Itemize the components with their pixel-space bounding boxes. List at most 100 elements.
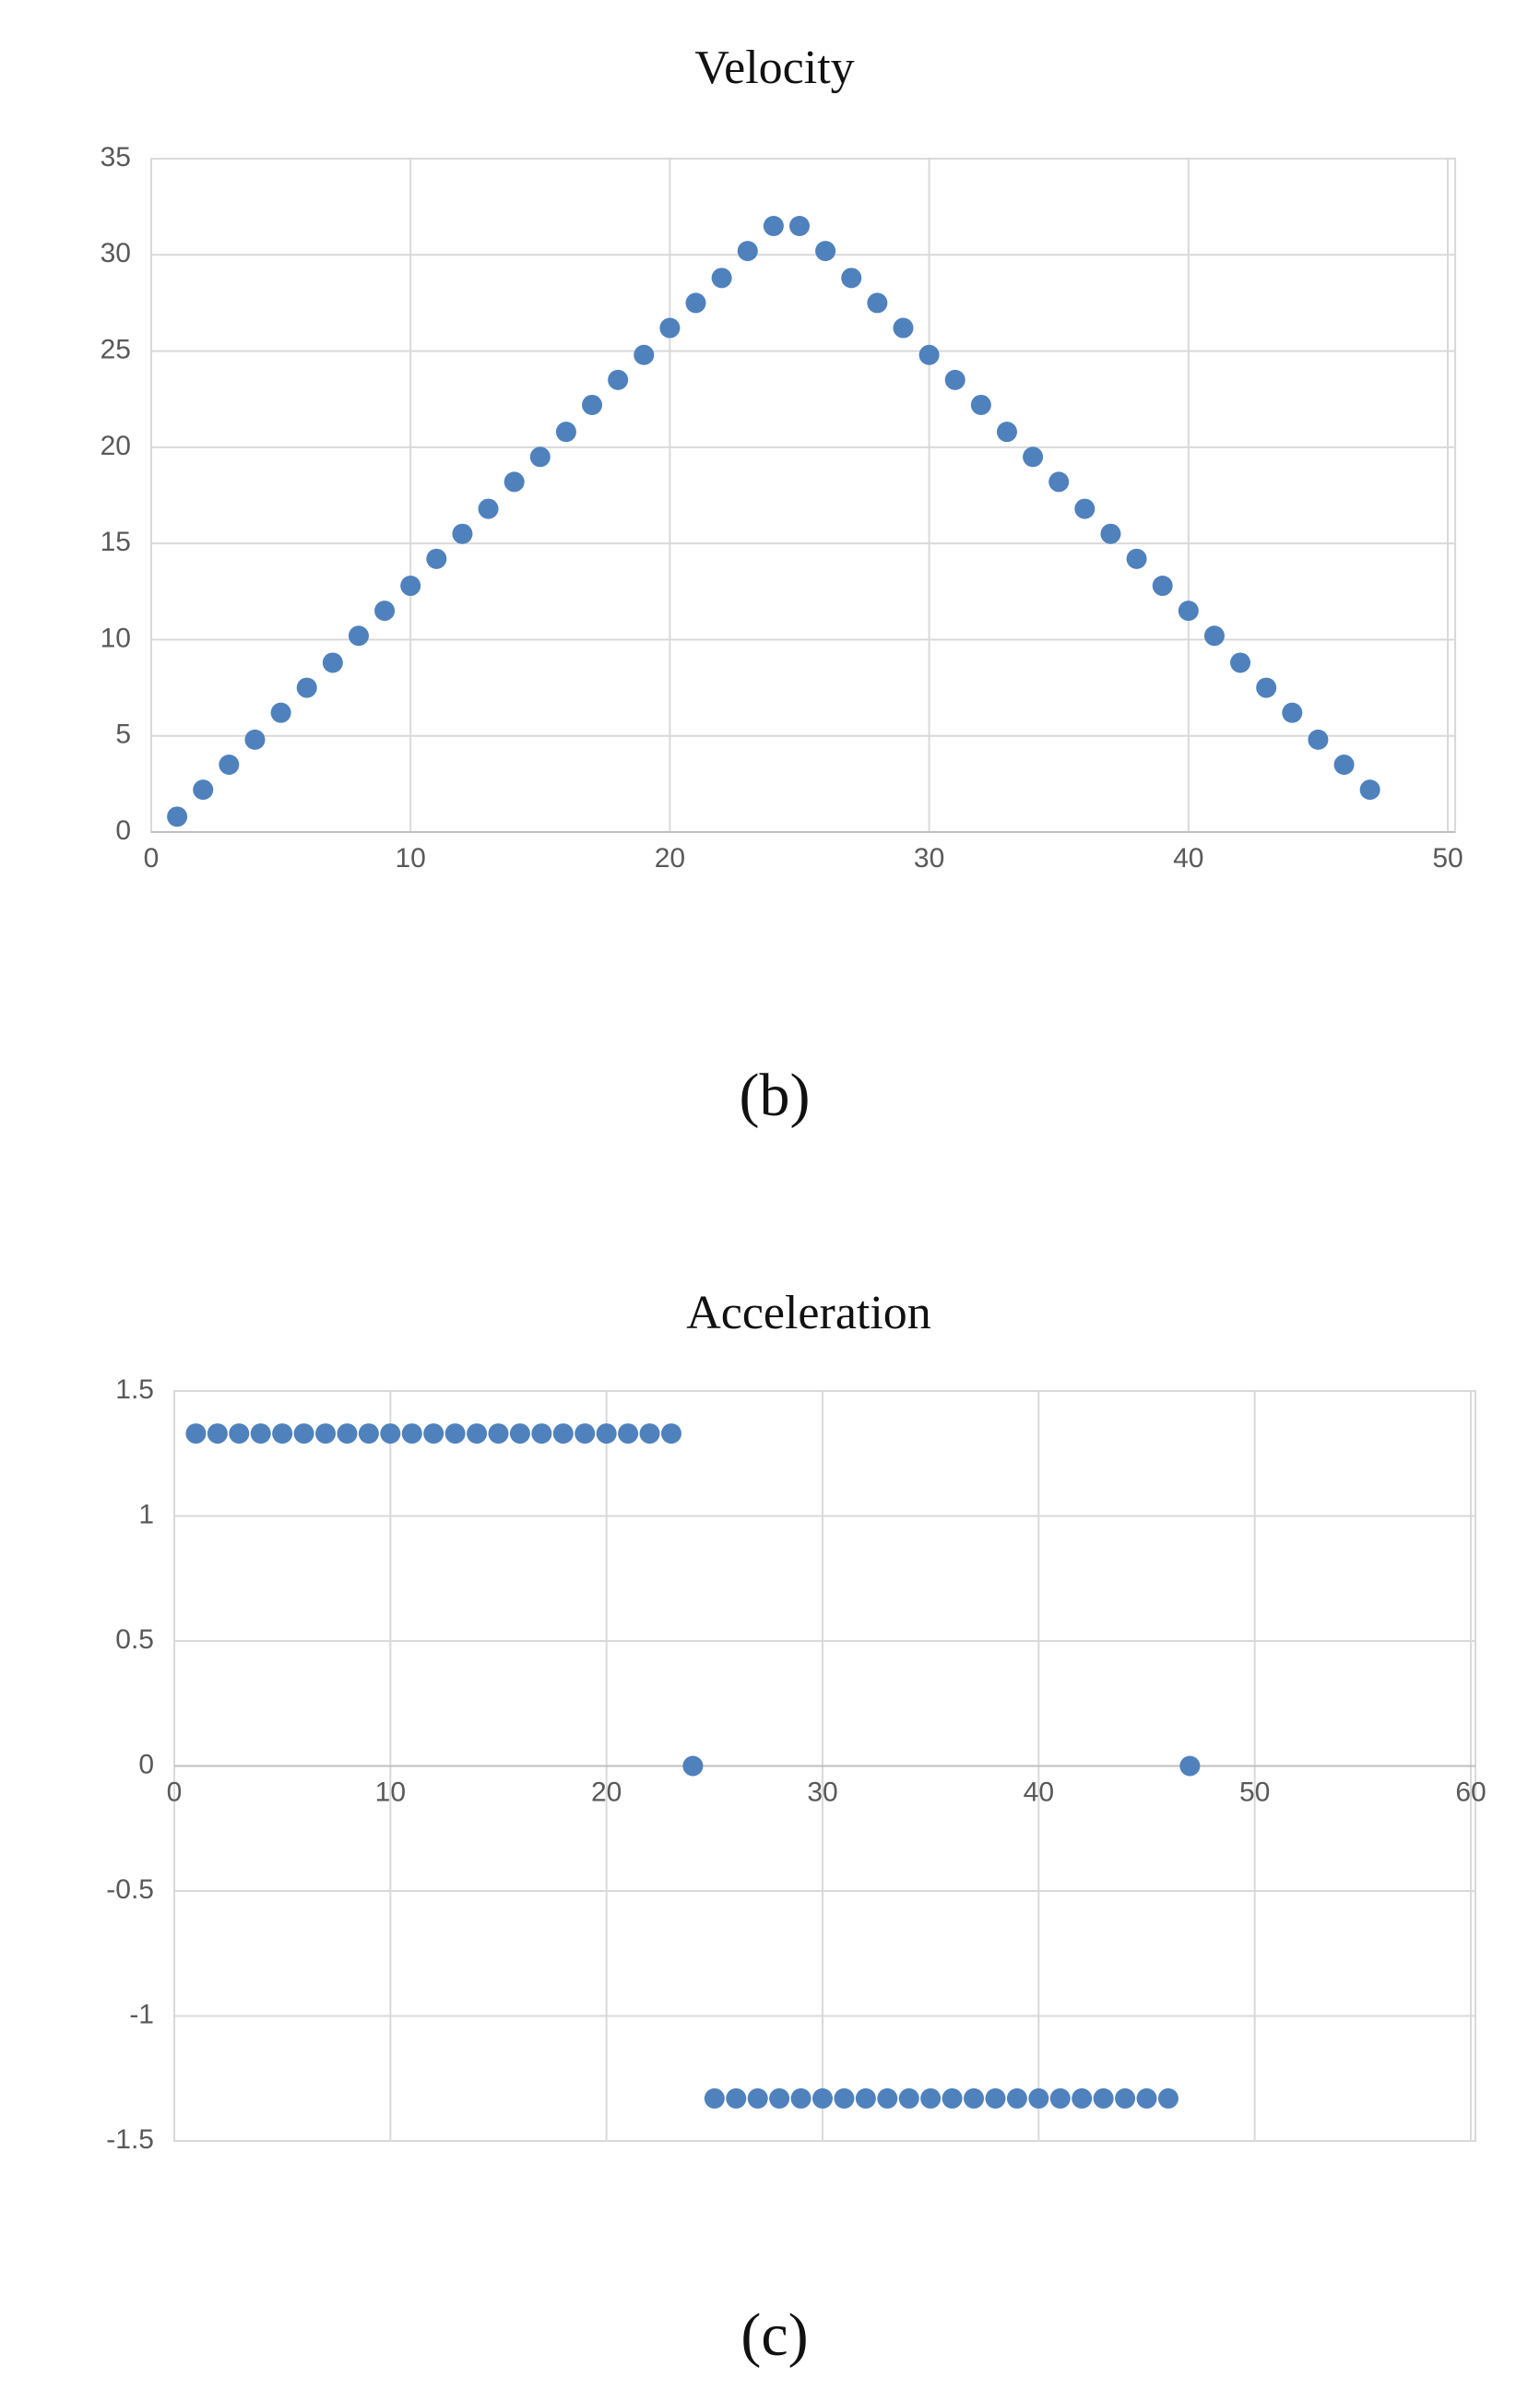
y-tick-label: 10 [101,623,131,653]
point [296,677,317,698]
point [1028,2087,1049,2109]
point [1115,2087,1136,2109]
point [193,779,214,801]
point [634,344,655,365]
y-tick-label: 20 [101,431,131,461]
point [763,216,784,236]
point [790,2087,811,2109]
x-tick-label: 50 [1432,843,1463,874]
x-tick-label: 20 [591,1777,622,1807]
point [920,2087,942,2109]
point [509,1423,530,1445]
x-tick-label: 10 [396,843,426,874]
point [1136,2087,1157,2109]
point [250,1423,271,1445]
point [747,2087,768,2109]
point [374,600,396,622]
point [1072,2087,1093,2109]
point [815,241,836,262]
point [575,1423,596,1445]
y-tick-label: 35 [101,142,131,172]
point [1203,625,1225,647]
point [1074,498,1096,519]
point [229,1423,250,1445]
y-tick-label: -0.5 [106,1874,154,1905]
point [970,394,991,415]
point [711,268,732,289]
point [423,1423,444,1445]
point [789,216,810,236]
point [1049,2087,1071,2109]
point [1230,652,1251,673]
point [167,806,188,827]
point [737,241,758,262]
point [867,292,888,314]
point [358,1423,379,1445]
point [1126,548,1147,569]
point [1179,1755,1201,1777]
y-tick-label: 25 [101,334,131,364]
point [682,1755,704,1777]
point [426,548,447,569]
point [467,1423,488,1445]
point [401,1423,422,1445]
x-tick-label: 40 [1173,843,1203,874]
point [444,1423,466,1445]
point [488,1423,509,1445]
x-tick-label: 60 [1455,1777,1486,1807]
point [659,317,681,339]
point [552,1423,574,1445]
x-tick-label: 0 [144,843,160,874]
point [834,2087,855,2109]
y-tick-label: 0 [115,815,131,846]
point [1048,471,1070,493]
point [1256,677,1277,698]
point [452,523,473,544]
point [1093,2087,1114,2109]
point [272,1423,293,1445]
point [685,292,706,314]
point [1282,702,1303,723]
y-tick-label: -1.5 [106,2124,154,2155]
point [1152,576,1173,597]
point [596,1423,617,1445]
chart-title: Velocity [694,42,854,94]
point [726,2087,747,2109]
caption: (b) [740,1062,811,1129]
point [322,652,343,673]
point [1178,600,1199,622]
point [841,268,862,289]
point [1157,2087,1179,2109]
point [503,471,525,493]
x-tick-label: 10 [375,1777,406,1807]
point [400,576,421,597]
point [582,394,603,415]
point [1006,2087,1027,2109]
caption: (c) [740,2301,808,2369]
point [337,1423,358,1445]
y-tick-label: 1 [138,1499,154,1529]
point [855,2087,876,2109]
point [639,1423,660,1445]
point [985,2087,1006,2109]
y-tick-label: 0.5 [115,1624,154,1655]
y-tick-label: -1 [129,1999,154,2029]
point [380,1423,401,1445]
x-tick-label: 30 [807,1777,837,1807]
x-tick-label: 50 [1239,1777,1270,1807]
point [244,729,266,750]
point [704,2087,725,2109]
point [529,446,551,468]
y-tick-label: 5 [115,719,131,750]
point [964,2087,985,2109]
point [660,1423,681,1445]
point [1333,755,1355,775]
point [1023,446,1044,468]
y-tick-label: 1.5 [115,1374,154,1405]
point [270,702,291,723]
point [555,422,576,443]
point [1100,523,1121,544]
point [315,1423,337,1445]
point [893,317,914,339]
